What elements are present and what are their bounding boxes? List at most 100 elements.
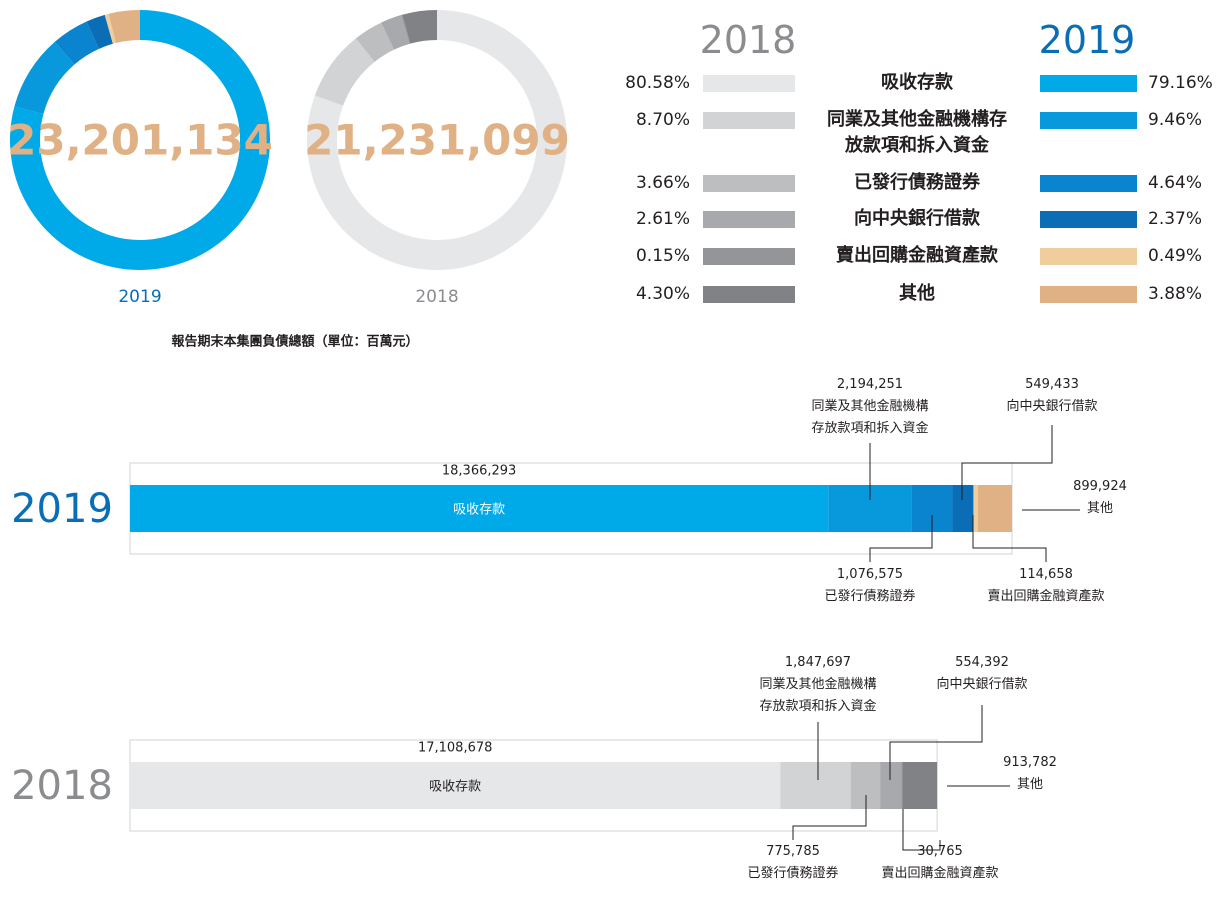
subtitle: 報告期末本集團負債總額（單位：百萬元） [171,334,419,350]
legend-swatch [703,175,795,192]
callout-value: 775,785 [766,844,820,859]
callout-name: 向中央銀行借款 [1006,399,1098,414]
legend-percent: 79.16% [1148,73,1213,93]
legend-percent: 4.30% [635,284,690,304]
bar-segment [901,762,903,809]
callout-value: 114,658 [1019,567,1073,582]
callout: 775,785 已發行債務證券 [718,841,868,885]
leader-line [902,795,941,851]
callout-name: 向中央銀行借款 [936,677,1028,692]
bar-segment [780,762,851,809]
donut-segment [381,15,410,50]
legend-percent: 2.61% [635,209,690,229]
callout-value: 899,924 [1073,479,1127,494]
bar-segment [850,762,881,809]
legend-header: 2018 [699,18,797,62]
legend-percent: 3.88% [1148,284,1203,304]
bar-value-label: 18,366,293 [441,463,517,479]
legend-label: 向中央銀行借款 [854,208,980,229]
legend-percent: 9.46% [1148,110,1203,130]
callout: 2,194,251 同業及其他金融機構存放款項和拆入資金 [795,374,945,440]
legend-swatch [703,112,795,129]
legend-label: 賣出回購金融資產款 [836,245,998,266]
donut-segment [402,10,437,44]
callout-name: 已發行債務證券 [824,589,916,604]
legend-label: 吸收存款 [881,72,953,93]
callout: 1,847,697 同業及其他金融機構存放款項和拆入資金 [743,652,893,718]
callout-value: 549,433 [1025,377,1079,392]
legend-swatch [1040,175,1137,192]
legend-label: 同業及其他金融機構存放款項和拆入資金 [827,109,1007,156]
callout-name: 其他 [1086,501,1113,516]
legend-percent: 4.64% [1148,173,1203,193]
callout-value: 2,194,251 [836,377,904,392]
donut-total: 23,201,134 [7,115,273,165]
callout-value: 554,392 [955,655,1009,670]
bar-segment [880,762,902,809]
legend-swatch [703,248,795,265]
callout: 1,076,575 已發行債務證券 [795,564,945,608]
bar-segment [130,485,829,532]
donut-caption: 2018 [415,287,459,307]
legend-swatch [703,75,795,92]
legend-header: 2019 [1038,18,1136,62]
callout-name: 賣出回購金融資產款 [987,589,1105,604]
legend-swatch [703,211,795,228]
leader-line [869,515,933,562]
callout-name: 賣出回購金融資產款 [881,866,999,881]
legend-percent: 0.49% [1148,246,1203,266]
bar-segment [952,485,974,532]
legend-percent: 0.15% [635,246,690,266]
leader-line [792,795,867,840]
callout-name: 同業及其他金融機構存放款項和拆入資金 [759,677,877,714]
callout: 899,924 其他 [1025,476,1175,520]
callout-value: 1,076,575 [836,567,904,582]
donut-segment [401,14,411,44]
callout: 30,765 賣出回購金融資產款 [865,841,1015,885]
callout: 554,392 向中央銀行借款 [907,652,1057,696]
legend-swatch [1040,286,1137,303]
bar-inner-label: 吸收存款 [453,502,506,518]
legend-percent: 3.66% [635,173,690,193]
callout-name: 其他 [1016,777,1043,792]
donut-segment [54,21,99,65]
legend-label: 其他 [899,283,935,304]
bar-year-label: 2018 [11,763,113,809]
callout: 114,658 賣出回購金融資產款 [971,564,1121,608]
callout: 549,433 向中央銀行借款 [977,374,1127,418]
leader-line [889,705,983,780]
donut-segment [104,13,116,44]
legend-swatch [1040,211,1137,228]
callout-name: 同業及其他金融機構存放款項和拆入資金 [811,399,929,436]
donut-segment [14,41,75,115]
donut-segment [108,10,140,43]
callout-value: 913,782 [1003,755,1057,770]
bar-segment [902,762,938,809]
legend-percent: 2.37% [1148,209,1203,229]
legend-swatch [1040,75,1137,92]
legend-swatch [1040,112,1137,129]
donut-segment [355,22,395,62]
callout-value: 1,847,697 [784,655,852,670]
bar-segment [973,485,978,532]
donut-segment [86,14,113,49]
bar-year-label: 2019 [11,486,113,532]
legend-percent: 80.58% [625,73,690,93]
donut-segment [314,38,375,106]
donut-caption: 2019 [118,287,162,307]
callout: 913,782 其他 [955,752,1105,796]
leader-line [961,425,1053,500]
legend-label: 已發行債務證券 [854,172,980,193]
legend-percent: 8.70% [635,110,690,130]
bar-segment [977,485,1012,532]
callout-name: 已發行債務證券 [747,866,839,881]
bar-segment [130,762,781,809]
callout-value: 30,765 [917,844,963,859]
legend-swatch [703,286,795,303]
leader-line [972,515,1047,562]
legend-swatch [1040,248,1137,265]
bar-value-label: 17,108,678 [417,740,493,756]
bar-inner-label: 吸收存款 [429,779,482,795]
